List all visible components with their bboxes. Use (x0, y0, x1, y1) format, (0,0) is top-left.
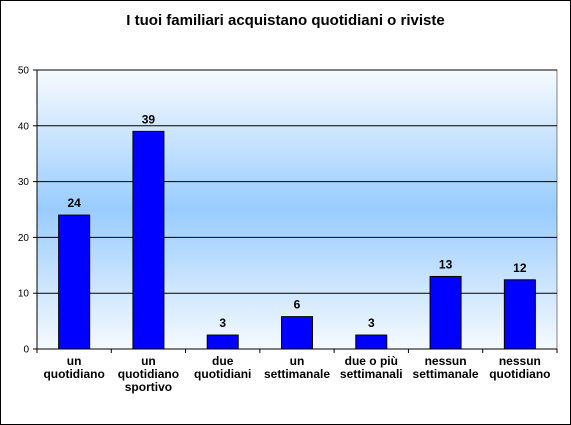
category-label: quotidiano (118, 367, 179, 381)
category-label: settimanale (413, 367, 479, 381)
y-axis: 0 10 20 30 40 50 (18, 66, 38, 356)
data-label: 3 (219, 316, 226, 330)
bar (281, 316, 313, 350)
plot-area (36, 69, 558, 350)
category-label: nessun (499, 354, 541, 368)
bar (58, 214, 91, 350)
category-label: due o più (345, 354, 398, 368)
gridlines (37, 69, 557, 294)
y-tick-label: 50 (18, 66, 30, 77)
category-label: due (212, 354, 234, 368)
category-label: nessun (425, 354, 467, 368)
bar (206, 334, 239, 350)
data-labels: 24 39 3 6 3 13 12 (67, 112, 526, 330)
category-label: sportivo (125, 380, 172, 394)
y-tick-label: 10 (18, 289, 30, 300)
category-label: quotidiano (43, 367, 104, 381)
category-label: un (290, 354, 305, 368)
y-tick-label: 0 (23, 345, 29, 356)
category-label: un (67, 354, 82, 368)
data-label: 24 (67, 196, 81, 210)
data-label: 12 (513, 261, 527, 275)
data-label: 3 (368, 316, 375, 330)
data-label: 39 (142, 112, 156, 126)
data-label: 6 (294, 298, 301, 312)
bar (132, 130, 165, 350)
category-label: quotidiano (489, 367, 550, 381)
bar (429, 275, 462, 350)
category-label: settimanali (340, 367, 403, 381)
chart-title: I tuoi familiari acquistano quotidiani o… (126, 12, 445, 29)
x-axis: unquotidianounquotidianosportivoduequoti… (36, 348, 558, 394)
data-label: 13 (439, 257, 453, 271)
category-label: quotidiani (194, 367, 251, 381)
bar (503, 279, 536, 350)
y-tick-label: 30 (18, 177, 30, 188)
category-label: settimanale (264, 367, 330, 381)
category-label: un (141, 354, 156, 368)
y-tick-label: 20 (18, 233, 30, 244)
bar (355, 334, 388, 350)
bars (58, 130, 536, 350)
y-tick-label: 40 (18, 121, 30, 132)
